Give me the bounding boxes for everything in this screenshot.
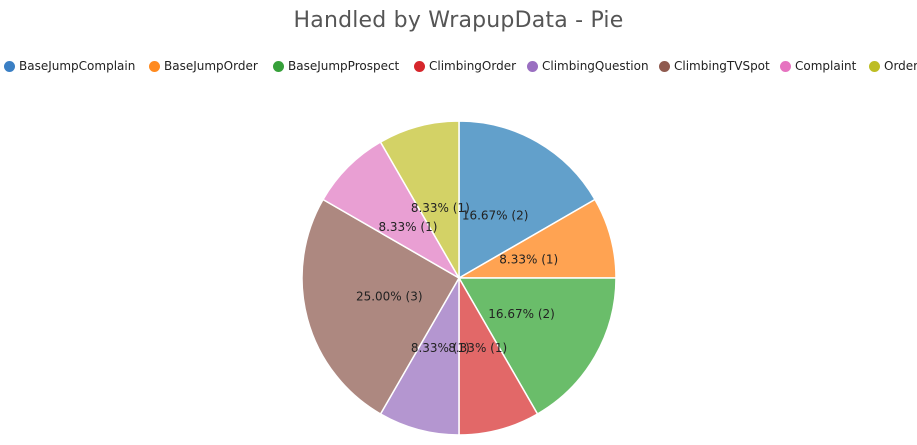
legend-label: ClimbingQuestion [542, 59, 649, 73]
legend-swatch [527, 60, 538, 72]
legend-label: ClimbingOrder [429, 59, 517, 73]
legend-label: BaseJumpOrder [164, 59, 258, 73]
slice-label: 16.67% (2) [462, 208, 529, 222]
pie-slice-basejumpprospect[interactable] [457, 277, 617, 415]
legend-label: BaseJumpComplain [19, 59, 136, 73]
legend-item-climbingtvspot[interactable]: ClimbingTVSpot [659, 57, 770, 75]
legend-swatch [659, 60, 670, 72]
legend-label: Order [884, 59, 917, 73]
pie-slice-labels: 16.67% (2)8.33% (1)16.67% (2)8.33% (1)8.… [356, 201, 558, 355]
pie-slice-climbingtvspot[interactable] [301, 198, 461, 415]
slice-label: 8.33% (1) [411, 341, 470, 355]
legend-item-basejumpprospect[interactable]: BaseJumpProspect [273, 57, 399, 75]
legend: BaseJumpComplain BaseJumpOrder BaseJumpPro… [0, 57, 917, 77]
legend-swatch [273, 60, 284, 72]
legend-swatch [780, 60, 791, 72]
legend-label: BaseJumpProspect [288, 59, 400, 73]
pie-slices [301, 120, 617, 436]
legend-item-climbingorder[interactable]: ClimbingOrder [414, 57, 516, 75]
legend-label: Complaint [795, 59, 857, 73]
slice-label: 8.33% (1) [448, 341, 507, 355]
chart-title: Handled by WrapupData - Pie [293, 8, 624, 33]
legend-swatch [414, 60, 425, 72]
legend-item-order[interactable]: Order [869, 57, 917, 75]
slice-label: 8.33% (1) [378, 220, 437, 234]
legend-swatch [4, 60, 15, 72]
slice-label: 16.67% (2) [488, 307, 555, 321]
pie-slice-basejumpcomplain[interactable] [458, 120, 596, 280]
pie-slice-order[interactable] [379, 120, 460, 281]
legend-item-climbingquestion[interactable]: ClimbingQuestion [527, 57, 649, 75]
slice-label: 25.00% (3) [356, 290, 423, 304]
slice-label: 8.33% (1) [499, 252, 558, 266]
legend-swatch [869, 60, 880, 72]
legend-item-basejumpcomplain[interactable]: BaseJumpComplain [4, 57, 135, 75]
legend-swatch [149, 60, 160, 72]
slice-label: 8.33% (1) [411, 201, 470, 215]
legend-item-complaint[interactable]: Complaint [780, 57, 856, 75]
legend-label: ClimbingTVSpot [674, 59, 770, 73]
legend-item-basejumporder[interactable]: BaseJumpOrder [149, 57, 258, 75]
